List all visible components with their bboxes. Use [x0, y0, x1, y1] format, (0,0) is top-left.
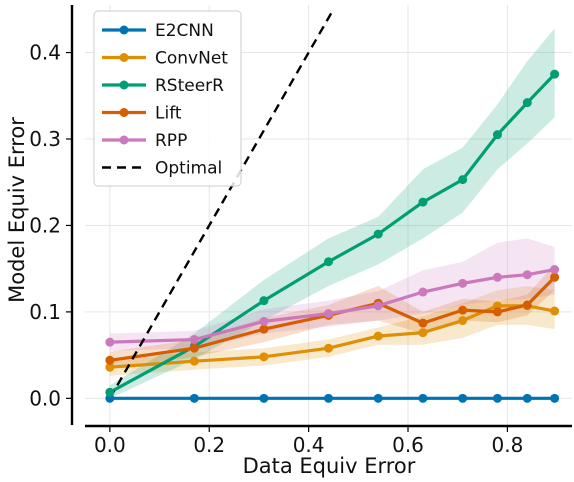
data-point-convnet [189, 356, 199, 366]
data-point-lift [105, 355, 115, 365]
data-point-rsteerr [522, 98, 532, 108]
data-point-lift [550, 272, 560, 282]
data-point-rpp [550, 265, 560, 275]
data-point-lift [189, 343, 199, 353]
legend-label: RSteerR [155, 76, 224, 96]
legend-marker [119, 80, 129, 90]
data-point-e2cnn [550, 393, 560, 403]
legend-item-rsteerr: RSteerR [102, 76, 224, 96]
data-point-rpp [373, 301, 383, 311]
data-point-rsteerr [492, 130, 502, 140]
legend-label: ConvNet [155, 49, 228, 69]
series-line-rpp [108, 267, 557, 344]
data-point-convnet [550, 306, 560, 316]
data-point-lift [259, 324, 269, 334]
data-point-rpp [492, 272, 502, 282]
data-point-e2cnn [522, 393, 532, 403]
legend-item-e2cnn: E2CNN [102, 21, 214, 41]
series-points [105, 69, 560, 403]
legend-label: E2CNN [155, 21, 214, 41]
x-tick-label: 0.6 [392, 433, 424, 457]
data-point-rpp [324, 309, 333, 319]
legend-marker [119, 108, 129, 117]
data-point-convnet [259, 352, 269, 362]
x-axis-label: Data Equiv Error [243, 454, 416, 478]
legend-box [93, 10, 242, 187]
data-point-e2cnn [492, 393, 502, 403]
x-tick-label: 0.8 [491, 433, 523, 457]
y-tick-label: 0.4 [29, 41, 61, 65]
data-point-convnet [373, 331, 383, 341]
series-line-rsteerr [108, 72, 557, 394]
tick-labels: 0.0 0.2 0.4 0.6 0.8 0.0 0.1 0.2 0.3 0.4 [29, 41, 523, 457]
y-tick-label: 0.3 [29, 127, 61, 151]
data-point-lift [418, 318, 428, 328]
x-tick-label: 0.4 [293, 433, 325, 457]
data-point-lift [492, 307, 502, 317]
data-point-e2cnn [418, 393, 428, 403]
data-point-rpp [189, 335, 199, 345]
x-tick-label: 0.0 [94, 433, 126, 457]
data-point-convnet [105, 362, 115, 372]
data-point-rsteerr [259, 296, 269, 306]
legend-label: Lift [155, 104, 182, 124]
y-tick-label: 0.2 [29, 213, 61, 237]
legend-label: Optimal [155, 159, 222, 179]
data-point-lift [522, 300, 532, 310]
series-line-lift [108, 275, 557, 362]
data-point-rsteerr [418, 197, 428, 207]
data-point-rsteerr [105, 387, 115, 397]
data-point-rsteerr [458, 175, 468, 185]
legend-item-optimal: Optimal [102, 159, 222, 179]
data-point-convnet [458, 316, 468, 326]
series-lines [108, 8, 557, 400]
legend-marker [119, 25, 129, 35]
data-point-rpp [418, 287, 428, 297]
data-point-convnet [418, 328, 428, 338]
series-line-convnet [108, 304, 557, 369]
band-rsteerr [109, 28, 555, 399]
legend-label: RPP [155, 131, 187, 151]
y-axis-label: Model Equiv Error [5, 117, 29, 303]
y-tick-label: 0.1 [29, 300, 61, 324]
band-convnet [109, 285, 555, 376]
data-point-e2cnn [324, 393, 333, 403]
data-point-rpp [259, 316, 269, 326]
data-point-rpp [105, 337, 115, 347]
data-point-e2cnn [373, 393, 383, 403]
axes [70, 5, 572, 428]
data-point-rsteerr [373, 229, 383, 239]
data-point-rpp [522, 270, 532, 280]
data-point-lift [458, 305, 468, 315]
legend-item-rpp: RPP [102, 131, 187, 151]
data-point-rsteerr [324, 257, 333, 267]
data-point-rpp [458, 278, 468, 288]
legend-item-lift: Lift [102, 104, 182, 124]
legend: E2CNN ConvNet RSteerR Lift RPP Optimal [93, 10, 242, 187]
x-tick-label: 0.2 [193, 433, 225, 457]
legend-marker [119, 135, 129, 145]
data-point-e2cnn [189, 393, 199, 403]
legend-marker [119, 53, 129, 62]
y-tick-label: 0.0 [29, 386, 61, 410]
data-point-convnet [324, 343, 333, 353]
data-point-e2cnn [458, 393, 468, 403]
data-point-rsteerr [550, 69, 560, 79]
data-point-e2cnn [259, 393, 269, 403]
legend-item-convnet: ConvNet [102, 49, 228, 69]
band-rpp [109, 238, 555, 351]
